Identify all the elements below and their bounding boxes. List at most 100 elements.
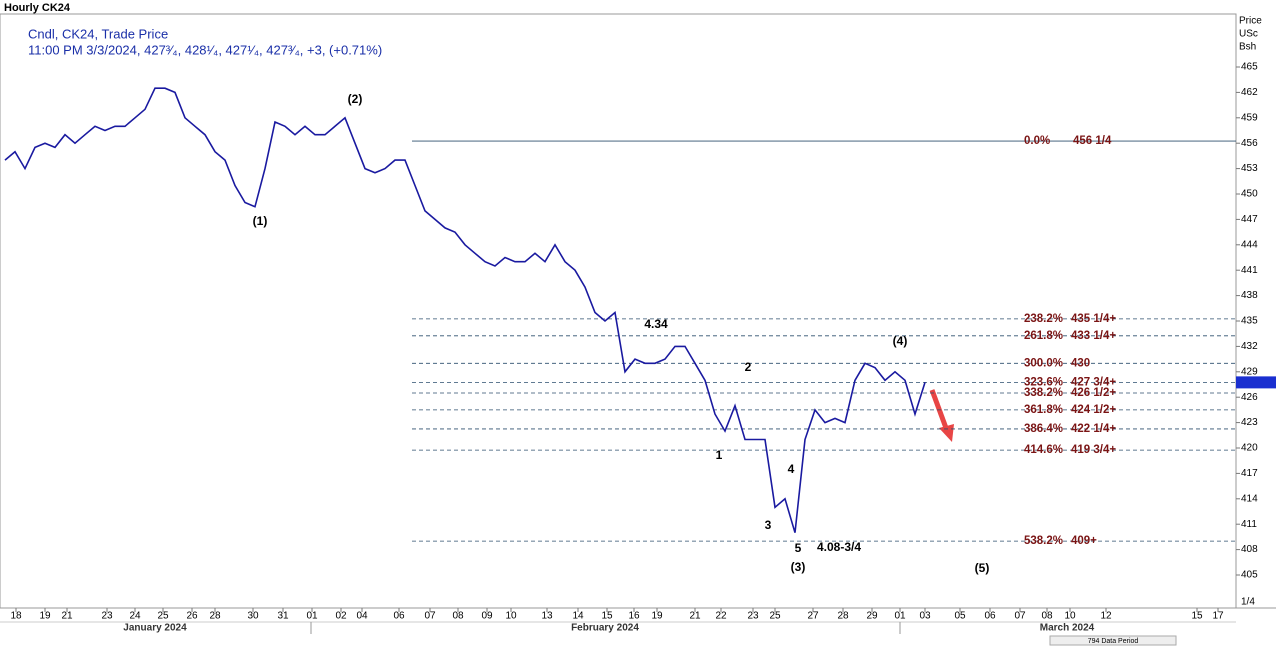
arrow-head	[939, 424, 954, 442]
month-label: March 2024	[1040, 623, 1095, 634]
y-tick-label: 456	[1241, 138, 1258, 149]
x-tick-label: 01	[306, 611, 318, 622]
fib-percent: 300.0%	[1024, 357, 1063, 369]
y-tick-label: 429	[1241, 366, 1258, 377]
wave-label: 4.08-3/4	[817, 540, 861, 554]
x-tick-label: 26	[186, 611, 198, 622]
y-tick-label: 417	[1241, 468, 1258, 479]
y-axis-label: Bsh	[1239, 42, 1256, 53]
x-tick-label: 12	[1100, 611, 1112, 622]
x-tick-label: 02	[335, 611, 347, 622]
fib-price: 433 1/4+	[1071, 330, 1116, 342]
x-tick-label: 18	[10, 611, 22, 622]
x-tick-label: 22	[715, 611, 727, 622]
x-tick-label: 29	[866, 611, 878, 622]
x-tick-label: 14	[572, 611, 584, 622]
y-tick-label: 453	[1241, 163, 1258, 174]
y-tick-label: 459	[1241, 112, 1258, 123]
wave-label: (5)	[975, 561, 990, 575]
fib-price: 456 1/4	[1073, 135, 1112, 147]
x-tick-label: 07	[424, 611, 436, 622]
fib-price: 426 1/2+	[1071, 387, 1116, 399]
x-tick-label: 25	[157, 611, 169, 622]
y-tick-label: 465	[1241, 62, 1258, 73]
wave-label: (4)	[893, 334, 908, 348]
x-tick-label: 07	[1014, 611, 1026, 622]
wave-label: 5	[795, 541, 802, 555]
x-tick-label: 30	[247, 611, 259, 622]
wave-label: (3)	[791, 560, 806, 574]
wave-label: 3	[765, 518, 772, 532]
x-tick-label: 09	[481, 611, 493, 622]
wave-label: 1	[716, 448, 723, 462]
x-tick-label: 13	[541, 611, 553, 622]
wave-label: 2	[745, 360, 752, 374]
y-tick-label: 447	[1241, 214, 1258, 225]
x-tick-label: 24	[129, 611, 141, 622]
wave-label: 4	[788, 462, 795, 476]
x-tick-label: 15	[601, 611, 613, 622]
footer: 794 Data Period	[1088, 638, 1139, 645]
x-tick-label: 28	[209, 611, 221, 622]
scale-label: 1/4	[1241, 597, 1255, 608]
y-tick-label: 420	[1241, 443, 1258, 454]
month-label: February 2024	[571, 623, 639, 634]
x-tick-label: 23	[747, 611, 759, 622]
x-tick-label: 19	[651, 611, 663, 622]
y-tick-label: 414	[1241, 493, 1258, 504]
fib-percent: 238.2%	[1024, 313, 1063, 325]
y-tick-label: 435	[1241, 316, 1258, 327]
x-tick-label: 28	[837, 611, 849, 622]
footer-box	[1049, 635, 1177, 646]
fib-percent: 414.6%	[1024, 444, 1063, 456]
fib-price: 419 3/4+	[1071, 444, 1116, 456]
x-tick-label: 17	[1212, 611, 1224, 622]
x-tick-label: 19	[39, 611, 51, 622]
x-tick-label: 03	[919, 611, 931, 622]
x-tick-label: 08	[1041, 611, 1053, 622]
fib-percent: 361.8%	[1024, 404, 1063, 416]
fib-percent: 538.2%	[1024, 535, 1063, 547]
y-tick-label: 405	[1241, 570, 1258, 581]
x-tick-label: 10	[505, 611, 517, 622]
x-tick-label: 21	[689, 611, 701, 622]
y-tick-label: 432	[1241, 341, 1258, 352]
fib-price: 409+	[1071, 535, 1097, 547]
y-tick-label: 444	[1241, 239, 1258, 250]
chart-title: Hourly CK24	[4, 2, 71, 14]
x-tick-label: 31	[277, 611, 289, 622]
wave-label: (2)	[348, 92, 363, 106]
x-tick-label: 16	[628, 611, 640, 622]
x-tick-label: 25	[769, 611, 781, 622]
month-label: January 2024	[123, 623, 187, 634]
x-tick-label: 21	[61, 611, 73, 622]
fib-price: 424 1/2+	[1071, 404, 1116, 416]
fib-price: 427 3/4+	[1071, 376, 1116, 388]
y-tick-label: 462	[1241, 87, 1258, 98]
fib-percent: 0.0%	[1024, 135, 1050, 147]
x-tick-label: 08	[452, 611, 464, 622]
x-tick-label: 06	[984, 611, 996, 622]
last-price-marker	[1236, 376, 1276, 389]
wave-label: 4.34	[644, 317, 668, 331]
y-axis-label: USc	[1239, 29, 1258, 40]
chart-subtitle: Cndl, CK24, Trade Price	[28, 26, 168, 41]
wave-label: (1)	[253, 214, 268, 228]
x-tick-label: 15	[1191, 611, 1203, 622]
fib-percent: 386.4%	[1024, 423, 1063, 435]
y-tick-label: 450	[1241, 189, 1258, 200]
y-axis-label: Price	[1239, 16, 1262, 27]
y-tick-label: 408	[1241, 544, 1258, 555]
x-tick-label: 23	[101, 611, 113, 622]
x-tick-label: 10	[1064, 611, 1076, 622]
y-tick-label: 438	[1241, 290, 1258, 301]
y-tick-label: 423	[1241, 417, 1258, 428]
fib-price: 430	[1071, 357, 1090, 369]
price-info: 11:00 PM 3/3/2024, 427³⁄₄, 428¹⁄₄, 427¹⁄…	[28, 42, 382, 57]
price-line	[4, 87, 926, 533]
y-tick-label: 411	[1241, 519, 1257, 530]
fib-percent: 261.8%	[1024, 330, 1063, 342]
y-tick-label: 426	[1241, 392, 1258, 403]
